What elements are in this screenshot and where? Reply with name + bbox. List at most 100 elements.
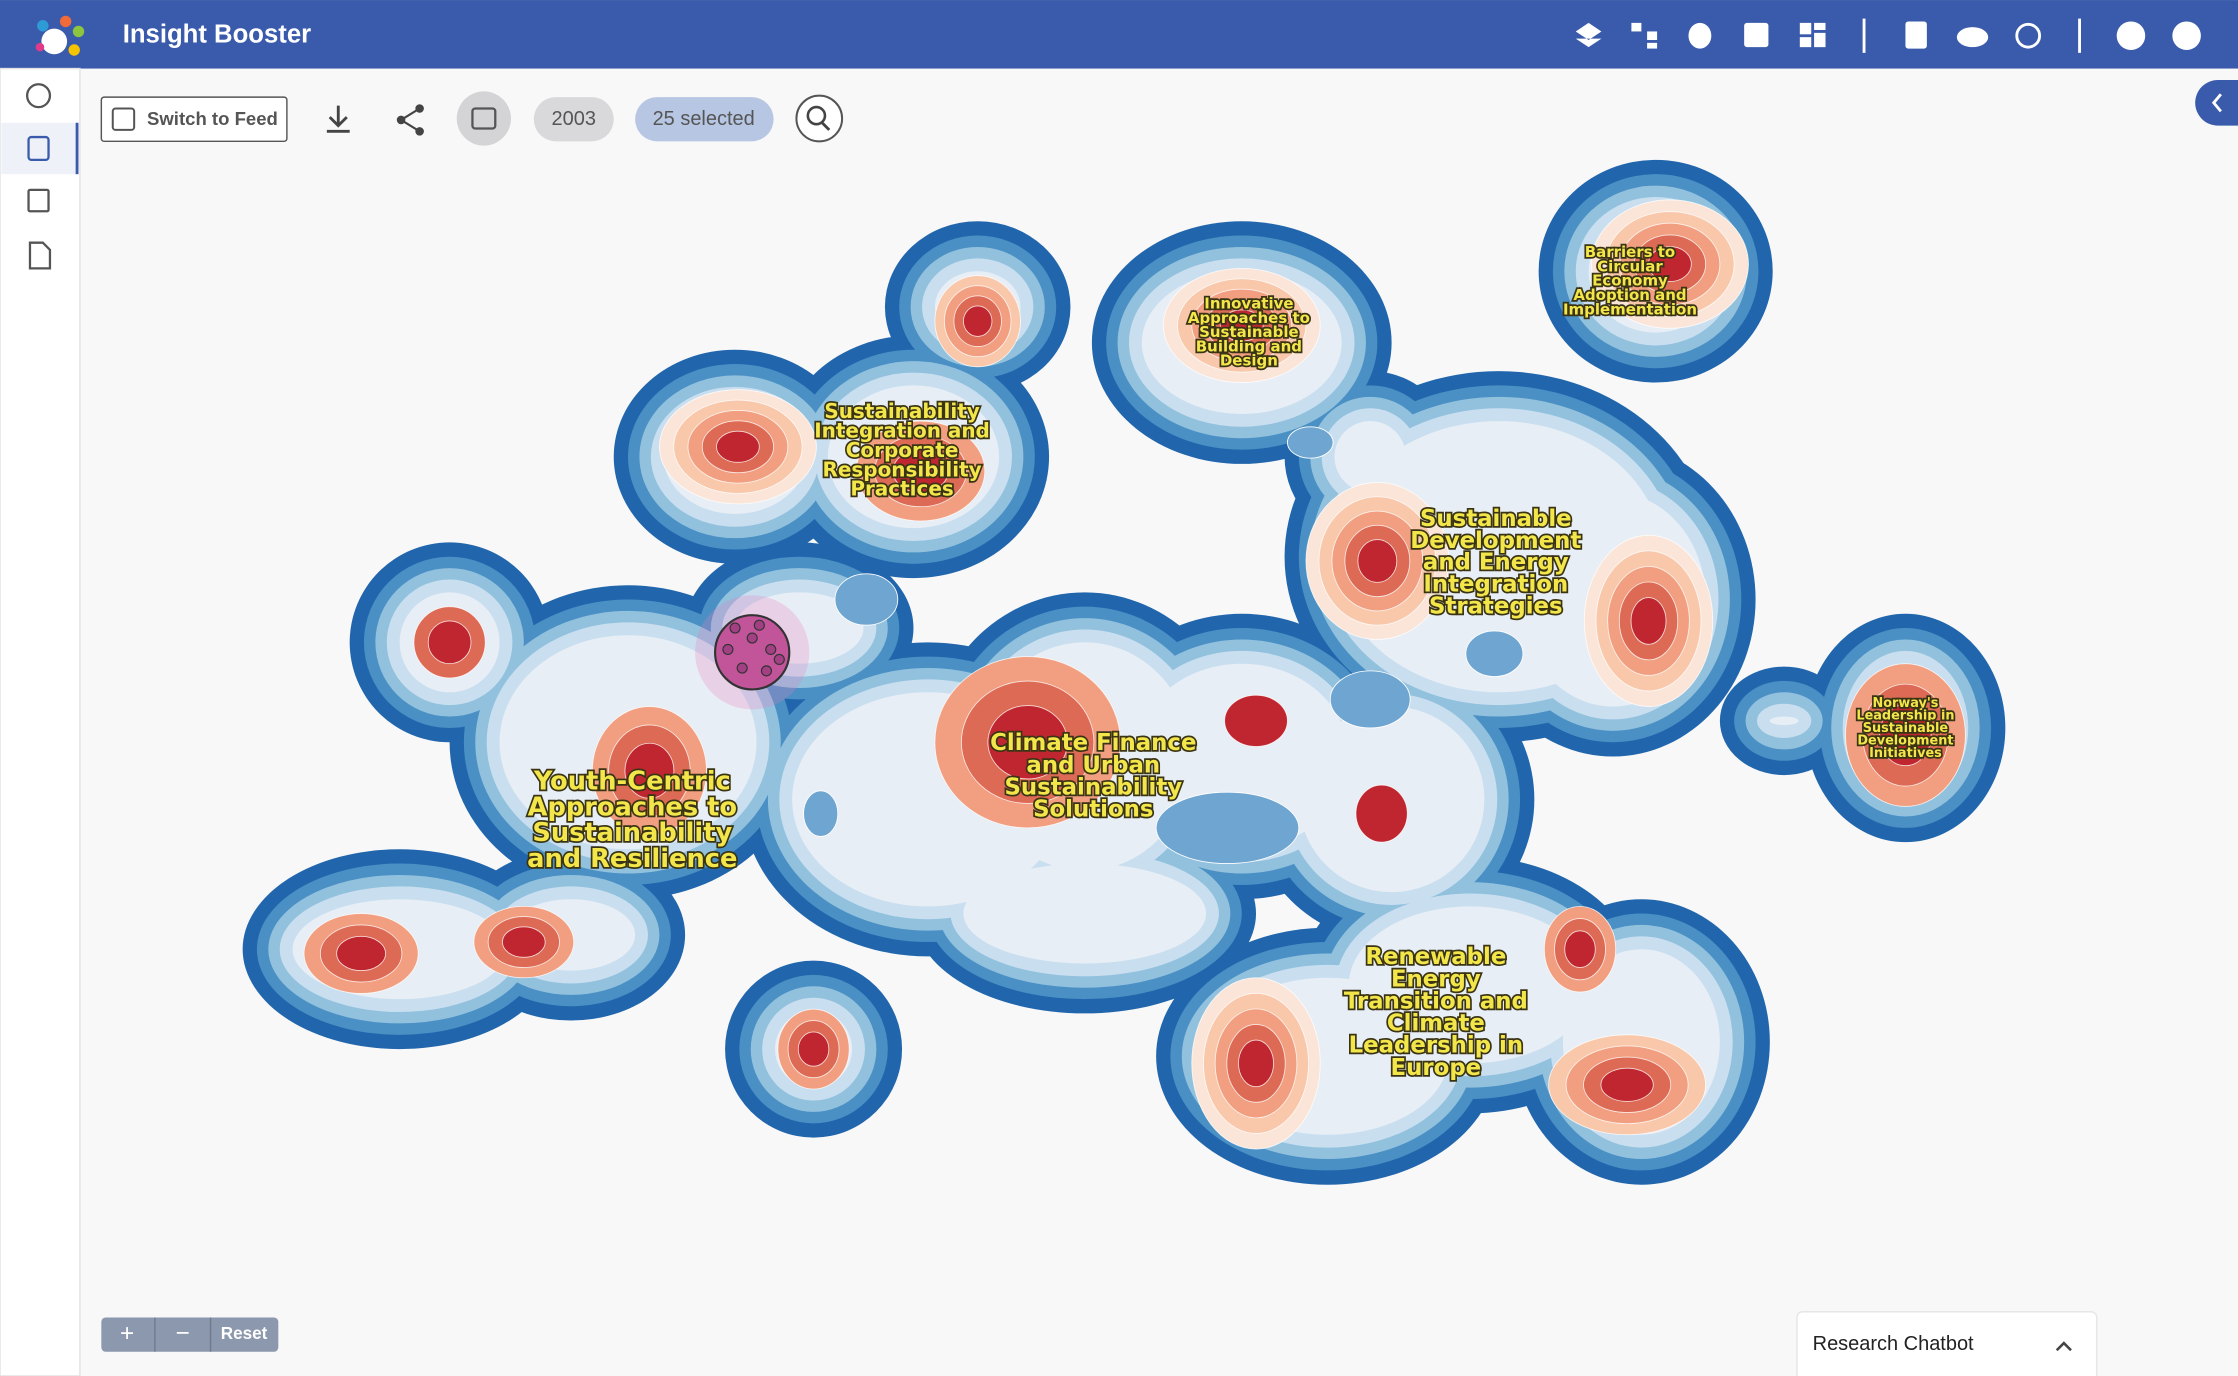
cluster-label: Strategies: [1429, 593, 1563, 619]
hotspot: [797, 1031, 830, 1067]
hotspot: [1564, 930, 1596, 968]
data-icon[interactable]: [25, 83, 52, 109]
search-button[interactable]: [795, 94, 844, 143]
hotspot: [987, 705, 1068, 780]
stats-icon[interactable]: [27, 188, 50, 213]
cluster-label: Approaches to: [1188, 309, 1310, 327]
sidebar-active: [1, 122, 79, 175]
cluster-label: Corporate: [846, 438, 959, 462]
zoom-controls: [101, 1317, 279, 1352]
low-density: [1286, 426, 1334, 459]
contour: [1769, 716, 1799, 726]
cluster-label: Renewable: [1365, 944, 1506, 970]
cluster-label: and Urban: [1026, 752, 1160, 778]
low-density: [1155, 791, 1300, 864]
contour: [1334, 421, 1406, 493]
switch-button-label[interactable]: Switch to Feed: [147, 108, 278, 129]
explore-icon[interactable]: [27, 135, 50, 162]
zoom-reset[interactable]: Reset: [221, 1324, 268, 1343]
selected-point: [753, 619, 765, 631]
cluster-label: Sustainability: [532, 818, 732, 848]
hotspot: [501, 926, 546, 958]
cluster-label: Sustainable: [1420, 506, 1572, 532]
tree-icon[interactable]: [1631, 22, 1642, 32]
clipboard-icon[interactable]: [1905, 21, 1927, 49]
cluster-label: Development: [1410, 528, 1581, 554]
low-density: [834, 573, 899, 626]
switch-button[interactable]: [100, 96, 288, 143]
selected-point: [729, 622, 741, 634]
hotspot: [962, 305, 993, 337]
cluster-label: Design: [1220, 352, 1278, 370]
hotspot: [716, 430, 760, 463]
hotspot: [1879, 704, 1932, 767]
selected-point: [773, 653, 785, 666]
header-bar: [0, 0, 2238, 69]
hotspot: [1648, 246, 1692, 283]
hotspot: [1355, 784, 1408, 843]
zoom-in[interactable]: +: [120, 1320, 134, 1347]
hotspot: [1224, 694, 1288, 747]
cluster-label: Innovative: [1204, 295, 1293, 313]
selected-point: [765, 643, 777, 656]
sync-icon[interactable]: [2015, 22, 2042, 49]
cluster-label: Responsibility: [822, 457, 981, 481]
chatbot-toggle[interactable]: [2055, 1341, 2072, 1352]
low-density: [803, 790, 839, 837]
selected-point: [760, 665, 773, 677]
cluster-label: Building and: [1196, 337, 1302, 355]
hotspot: [427, 620, 472, 665]
chart-icon[interactable]: [1744, 22, 1769, 48]
account-icon[interactable]: [2172, 21, 2201, 50]
database-icon[interactable]: [1688, 22, 1712, 49]
cluster-label: Barriers to: [1585, 243, 1676, 261]
cluster-label: Initiatives: [1869, 746, 1942, 761]
dashboard-icon[interactable]: [1799, 22, 1812, 35]
collapse-tab[interactable]: [2195, 79, 2238, 126]
selection-pill-label[interactable]: 25 selected: [653, 108, 755, 130]
cluster-label: and Resilience: [527, 844, 737, 874]
chatbot-title[interactable]: Research Chatbot: [1813, 1333, 1974, 1355]
cluster-label: Sustainable: [1199, 323, 1299, 341]
selection-pill[interactable]: [635, 97, 774, 142]
layers-icon[interactable]: [1575, 22, 1602, 48]
cluster-label: Transition and: [1344, 989, 1528, 1015]
chatbot-panel[interactable]: [1796, 1311, 2098, 1376]
sidebar-icons[interactable]: [25, 83, 52, 270]
share-button[interactable]: [396, 104, 424, 136]
header-icons[interactable]: [1575, 18, 2201, 53]
hotspot: [1630, 597, 1667, 645]
cluster-label: Adoption and: [1573, 286, 1686, 304]
year-pill[interactable]: [533, 97, 614, 142]
contour: [1348, 906, 1592, 1064]
cluster-label: Europe: [1391, 1055, 1482, 1081]
cluster-label: Sustainable: [1863, 721, 1949, 736]
cluster-label: Energy: [1391, 966, 1481, 992]
cluster-label: Integration and: [814, 418, 990, 442]
low-density: [1465, 630, 1524, 678]
cluster-label: Approaches to: [528, 792, 737, 822]
hotspot: [1357, 539, 1398, 583]
download-button[interactable]: [326, 105, 350, 133]
hotspot: [892, 449, 949, 493]
sidebar: [0, 67, 81, 1376]
hotspot: [336, 935, 387, 972]
contour: [963, 863, 1207, 964]
year-pill-label[interactable]: 2003: [552, 108, 596, 130]
cluster-label: Circular: [1597, 257, 1663, 275]
cluster-label: Sustainability: [824, 399, 979, 423]
cluster-label: Economy: [1592, 272, 1668, 290]
cluster-label: Integration: [1423, 572, 1568, 598]
upload-icon[interactable]: [1956, 27, 1989, 48]
doc-icon[interactable]: [28, 241, 52, 270]
cluster-label: Climate Finance: [990, 730, 1196, 756]
app-title: Insight Booster: [123, 21, 311, 49]
zoom-out[interactable]: −: [176, 1320, 190, 1347]
cluster-label: Climate: [1387, 1011, 1485, 1037]
hotspot: [1600, 1067, 1654, 1102]
help-icon[interactable]: [2116, 21, 2146, 50]
calendar-button[interactable]: [456, 91, 511, 146]
